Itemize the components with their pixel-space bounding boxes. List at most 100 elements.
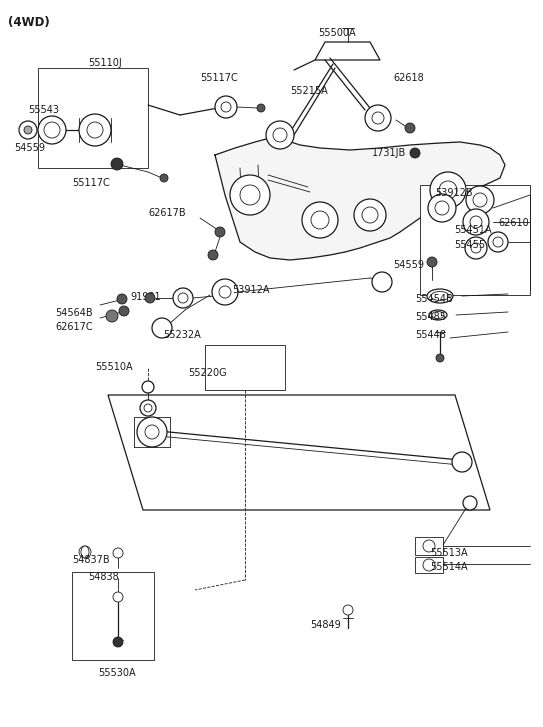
Text: (4WD): (4WD)	[8, 16, 50, 29]
Circle shape	[79, 114, 111, 146]
Ellipse shape	[431, 292, 449, 300]
Text: 55485: 55485	[415, 312, 446, 322]
Bar	[415, 557, 443, 573]
Circle shape	[145, 425, 159, 439]
Text: 53912A: 53912A	[232, 285, 269, 295]
Text: 55451A: 55451A	[454, 225, 491, 235]
Circle shape	[215, 227, 225, 237]
Circle shape	[354, 199, 386, 231]
Circle shape	[178, 293, 188, 303]
Circle shape	[493, 237, 503, 247]
Text: 55510A: 55510A	[95, 362, 132, 372]
Circle shape	[465, 237, 487, 259]
Circle shape	[365, 105, 391, 131]
Text: 55117C: 55117C	[200, 73, 238, 83]
Circle shape	[463, 496, 477, 510]
Circle shape	[173, 288, 193, 308]
Circle shape	[79, 546, 91, 558]
Text: 55110J: 55110J	[88, 58, 122, 68]
Circle shape	[208, 250, 218, 260]
Polygon shape	[315, 42, 380, 60]
Circle shape	[372, 272, 392, 292]
Circle shape	[343, 605, 353, 615]
Circle shape	[372, 112, 384, 124]
Circle shape	[423, 559, 435, 571]
Circle shape	[405, 123, 415, 133]
Circle shape	[140, 400, 156, 416]
Text: 62617B: 62617B	[148, 208, 186, 218]
Circle shape	[106, 310, 118, 322]
Circle shape	[219, 286, 231, 298]
Text: 54559: 54559	[14, 143, 45, 153]
Text: 54849: 54849	[310, 620, 341, 630]
Text: 55455: 55455	[454, 240, 485, 250]
Text: 54559: 54559	[393, 260, 424, 270]
Circle shape	[471, 243, 481, 253]
Ellipse shape	[81, 546, 89, 558]
Circle shape	[473, 193, 487, 207]
Circle shape	[240, 185, 260, 205]
Bar	[420, 185, 530, 295]
Circle shape	[24, 126, 32, 134]
Circle shape	[87, 122, 103, 138]
Circle shape	[215, 96, 237, 118]
Polygon shape	[108, 395, 490, 510]
Circle shape	[423, 540, 435, 552]
Circle shape	[152, 318, 172, 338]
Text: 55500A: 55500A	[318, 28, 356, 38]
Text: 55543: 55543	[28, 105, 59, 115]
Circle shape	[38, 116, 66, 144]
Circle shape	[439, 181, 457, 199]
Ellipse shape	[427, 289, 453, 303]
Text: 55448: 55448	[415, 330, 446, 340]
Circle shape	[311, 211, 329, 229]
Text: 53912B: 53912B	[435, 188, 472, 198]
Bar	[72, 572, 154, 660]
Circle shape	[273, 128, 287, 142]
Ellipse shape	[432, 311, 444, 318]
Circle shape	[113, 637, 123, 647]
Bar	[38, 68, 148, 168]
Polygon shape	[215, 138, 505, 260]
Text: 55514A: 55514A	[430, 562, 468, 572]
Text: 54837B: 54837B	[72, 555, 110, 565]
Text: 55220G: 55220G	[188, 368, 226, 378]
Circle shape	[452, 452, 472, 472]
Circle shape	[137, 417, 167, 447]
Circle shape	[488, 232, 508, 252]
Circle shape	[428, 194, 456, 222]
Circle shape	[145, 293, 155, 303]
Circle shape	[230, 175, 270, 215]
Text: 54564B: 54564B	[55, 308, 93, 318]
Circle shape	[463, 209, 489, 235]
Text: 55530A: 55530A	[98, 668, 136, 678]
Circle shape	[142, 381, 154, 393]
Text: 91931: 91931	[130, 292, 161, 302]
Text: 1731JB: 1731JB	[372, 148, 406, 158]
Text: 55215A: 55215A	[290, 86, 328, 96]
Bar	[205, 345, 285, 390]
Circle shape	[19, 121, 37, 139]
Circle shape	[119, 306, 129, 316]
Circle shape	[470, 216, 482, 228]
Circle shape	[117, 294, 127, 304]
Text: 54838: 54838	[88, 572, 119, 582]
Circle shape	[302, 202, 338, 238]
Text: 62610: 62610	[498, 218, 529, 228]
Circle shape	[435, 201, 449, 215]
Circle shape	[144, 404, 152, 412]
Text: 55513A: 55513A	[430, 548, 468, 558]
Ellipse shape	[429, 310, 447, 320]
Circle shape	[160, 174, 168, 182]
Circle shape	[436, 354, 444, 362]
Circle shape	[410, 148, 420, 158]
Circle shape	[212, 279, 238, 305]
Circle shape	[113, 548, 123, 558]
Circle shape	[362, 207, 378, 223]
Circle shape	[44, 122, 60, 138]
Text: 62618: 62618	[393, 73, 424, 83]
Circle shape	[430, 172, 466, 208]
Circle shape	[466, 186, 494, 214]
Text: 62617C: 62617C	[55, 322, 93, 332]
Circle shape	[266, 121, 294, 149]
